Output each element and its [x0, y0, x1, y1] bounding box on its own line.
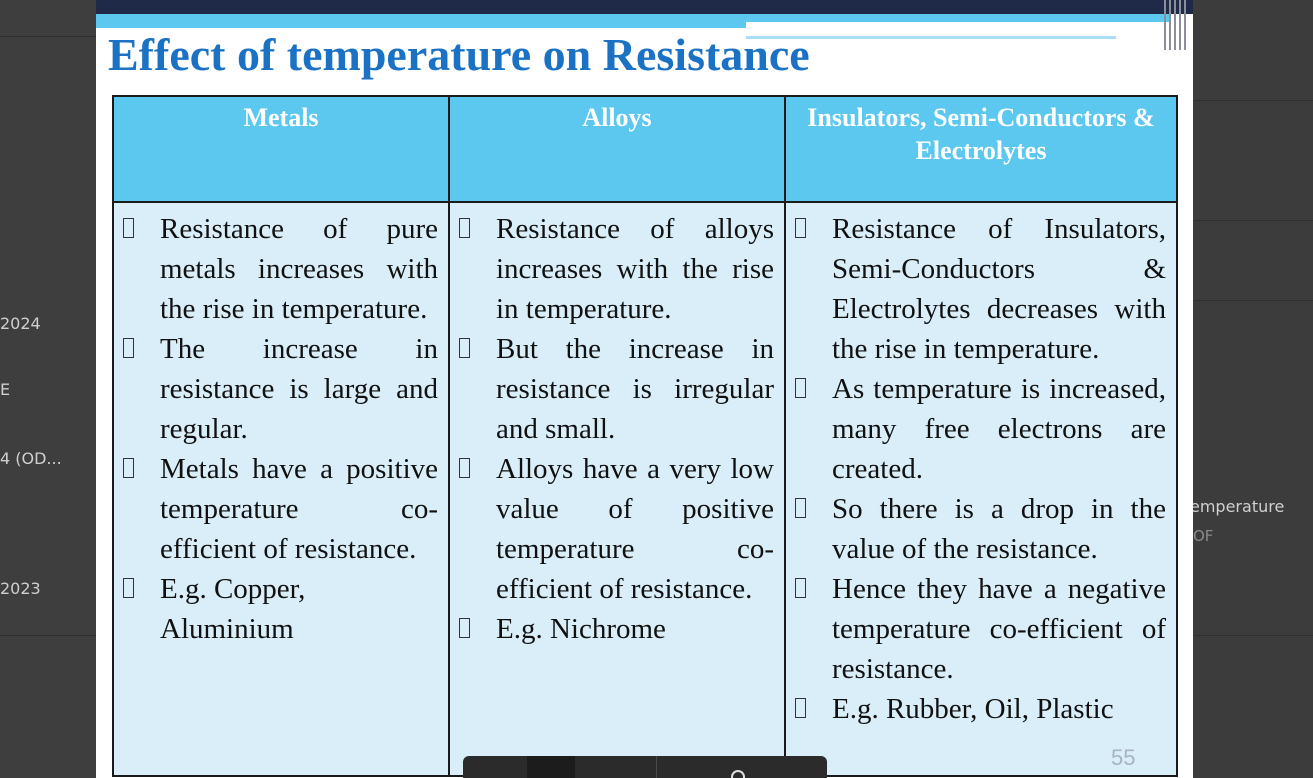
checkbox-bullet-icon — [459, 458, 470, 478]
checkbox-bullet-icon — [795, 698, 806, 718]
divider — [1193, 100, 1313, 101]
divider — [1193, 220, 1313, 221]
viewer-toolbar[interactable] — [463, 756, 827, 778]
checkbox-bullet-icon — [795, 378, 806, 398]
divider — [0, 36, 96, 37]
list-item: Metals have a positive temperature co-ef… — [120, 449, 438, 569]
list-item: So there is a drop in the value of the r… — [792, 489, 1166, 569]
slide-accent-bar — [96, 14, 746, 28]
slide-accent-bar — [746, 14, 1170, 22]
checkbox-bullet-icon — [123, 338, 134, 358]
slide-top-bar — [96, 0, 1193, 14]
background-list-item[interactable]: 2023 — [0, 579, 41, 598]
list-item: Resistance of pure metals increases with… — [120, 209, 438, 329]
table-row: Resistance of pure metals increases with… — [112, 201, 1178, 777]
presentation-slide: Effect of temperature on Resistance Meta… — [96, 0, 1193, 778]
divider — [0, 635, 96, 636]
background-list-subtext: OF — [1193, 527, 1214, 545]
insulators-cell: Resistance of Insulators, Semi-Conductor… — [784, 201, 1178, 777]
list-item: The increase in resistance is large and … — [120, 329, 438, 449]
background-list-item[interactable]: 4 (OD... — [0, 449, 62, 468]
divider — [1193, 635, 1313, 636]
slide-corner-stripes — [1162, 0, 1188, 50]
list-item: Resistance of Insulators, Semi-Conductor… — [792, 209, 1166, 369]
background-list-item[interactable]: 2024 — [0, 314, 41, 333]
checkbox-bullet-icon — [123, 458, 134, 478]
checkbox-bullet-icon — [459, 218, 470, 238]
list-item: Resistance of alloys increases with the … — [456, 209, 774, 329]
background-list-item[interactable]: emperature — [1190, 497, 1285, 516]
comparison-table: Metals Alloys Insulators, Semi-Conductor… — [112, 95, 1178, 777]
checkbox-bullet-icon — [459, 618, 470, 638]
background-right-panel — [1193, 0, 1313, 778]
slide-page-number: 55 — [1111, 745, 1136, 770]
metals-cell: Resistance of pure metals increases with… — [112, 201, 450, 777]
checkbox-bullet-icon — [795, 498, 806, 518]
checkbox-bullet-icon — [123, 578, 134, 598]
list-item: E.g. Nichrome — [456, 609, 774, 649]
column-header-alloys: Alloys — [448, 95, 786, 203]
toolbar-divider — [656, 756, 657, 778]
slide-title: Effect of temperature on Resistance — [108, 29, 810, 80]
background-list-item[interactable]: E — [0, 380, 11, 399]
checkbox-bullet-icon — [459, 338, 470, 358]
checkbox-bullet-icon — [123, 218, 134, 238]
checkbox-bullet-icon — [795, 218, 806, 238]
list-item: But the increase in resistance is irregu… — [456, 329, 774, 449]
toolbar-button[interactable] — [527, 756, 575, 778]
table-header-row: Metals Alloys Insulators, Semi-Conductor… — [112, 95, 1178, 203]
column-header-insulators: Insulators, Semi-Conductors & Electrolyt… — [784, 95, 1178, 203]
list-item: As temperature is increased, many free e… — [792, 369, 1166, 489]
divider — [1193, 300, 1313, 301]
column-header-metals: Metals — [112, 95, 450, 203]
list-item: Hence they have a negative temperature c… — [792, 569, 1166, 689]
slide-accent-line — [746, 36, 1116, 39]
alloys-cell: Resistance of alloys increases with the … — [448, 201, 786, 777]
list-item: Alloys have a very low value of positive… — [456, 449, 774, 609]
zoom-icon[interactable] — [731, 770, 745, 778]
list-item: E.g. Rubber, Oil, Plastic — [792, 689, 1166, 729]
list-item: E.g. Copper, Aluminium — [120, 569, 438, 649]
checkbox-bullet-icon — [795, 578, 806, 598]
background-left-panel — [0, 0, 96, 778]
